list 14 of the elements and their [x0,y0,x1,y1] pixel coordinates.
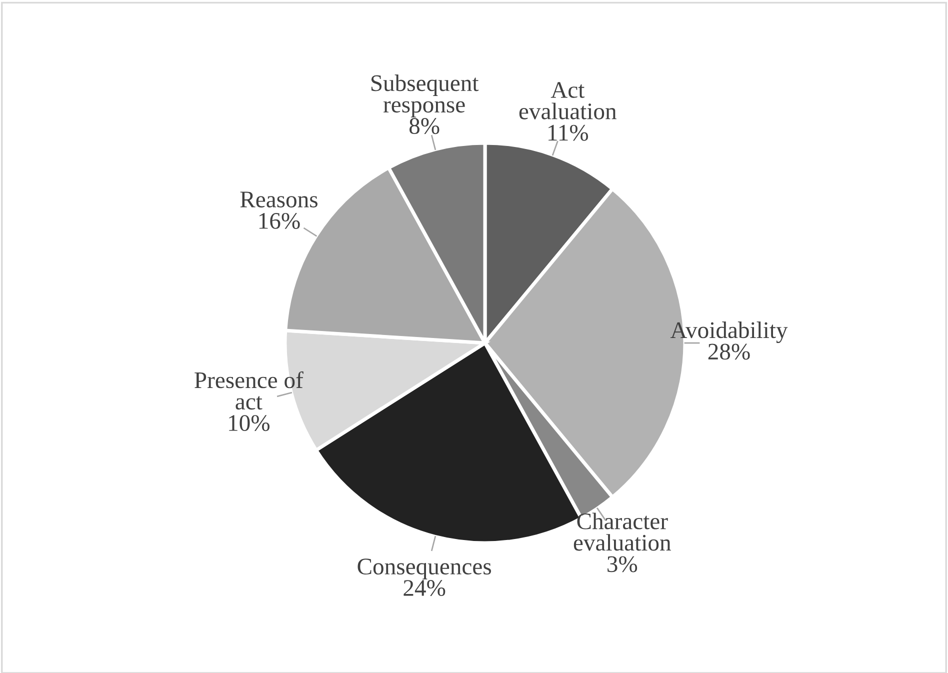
data-label: 28% [708,344,750,360]
slice-label: Subsequent response [371,74,479,118]
slice-label: Reasons [240,192,318,208]
slice-label: Presence of act [194,371,304,410]
slice-label: Act evaluation [519,82,616,120]
slice-label: Avoidability [670,322,788,344]
data-label: 16% [259,212,300,229]
slice-label: Character evaluation [574,512,671,551]
data-label: 24% [404,580,446,596]
slice-label: Consequences [358,558,491,580]
data-label: 3% [608,556,638,572]
data-label: 10% [229,415,270,432]
data-label: 11% [548,124,588,141]
data-label: 8% [409,118,440,134]
